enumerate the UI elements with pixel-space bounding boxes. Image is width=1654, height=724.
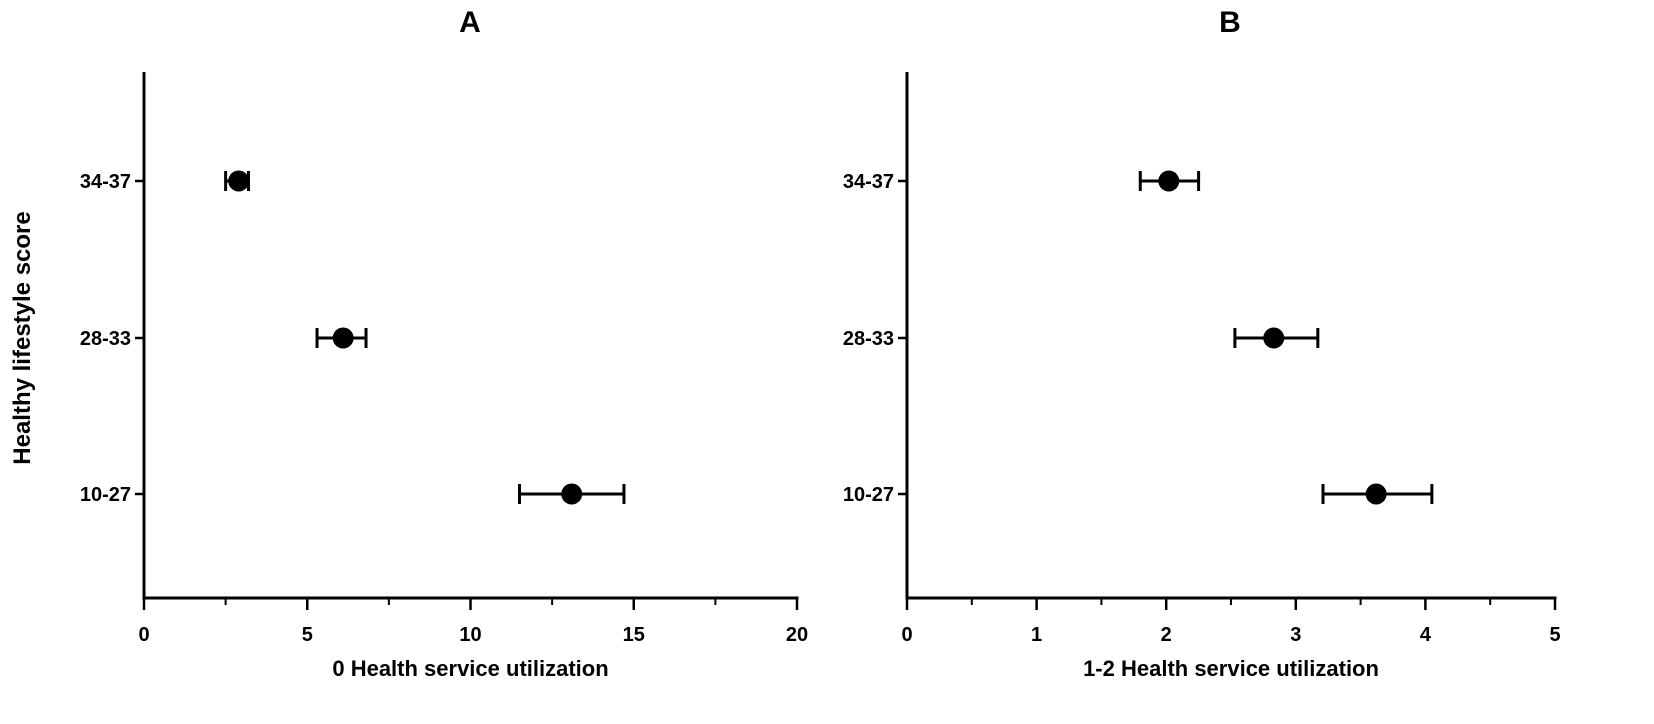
x-axis-title: 1-2 Health service utilization [1083,656,1379,681]
data-point [1158,170,1180,192]
x-tick-label: 0 [901,624,912,646]
y-axis-title: Healthy lifestyle score [9,211,36,464]
x-tick-label: 5 [1549,624,1560,646]
x-tick-label: 1 [1031,624,1042,646]
x-tick-label: 20 [786,624,808,646]
x-tick-label: 0 [138,624,149,646]
x-axis-title: 0 Health service utilization [332,656,608,681]
data-point [561,483,583,505]
data-point [1263,327,1285,349]
x-tick-label: 15 [623,624,645,646]
data-point [228,170,250,192]
data-point [332,327,354,349]
x-tick-label: 4 [1420,624,1432,646]
y-tick-label: 28-33 [80,328,131,350]
panel-b: B 0 1 2 3 4 5 34-37 28-33 10-27 1-2 Health service… [843,6,1561,681]
y-tick-label: 34-37 [843,171,894,193]
x-tick-label: 3 [1290,624,1301,646]
x-tick-label: 10 [459,624,481,646]
y-tick-label: 34-37 [80,171,131,193]
panel-title: A [459,6,481,39]
y-tick-label: 10-27 [843,484,894,506]
x-tick-label: 5 [302,624,313,646]
panel-a: A 0 5 10 15 20 34-37 28-33 10-27 0 Health service… [80,6,808,681]
x-tick-label: 2 [1161,624,1172,646]
y-tick-label: 28-33 [843,328,894,350]
data-point [1365,483,1387,505]
y-tick-label: 10-27 [80,484,131,506]
panel-title: B [1219,6,1241,39]
